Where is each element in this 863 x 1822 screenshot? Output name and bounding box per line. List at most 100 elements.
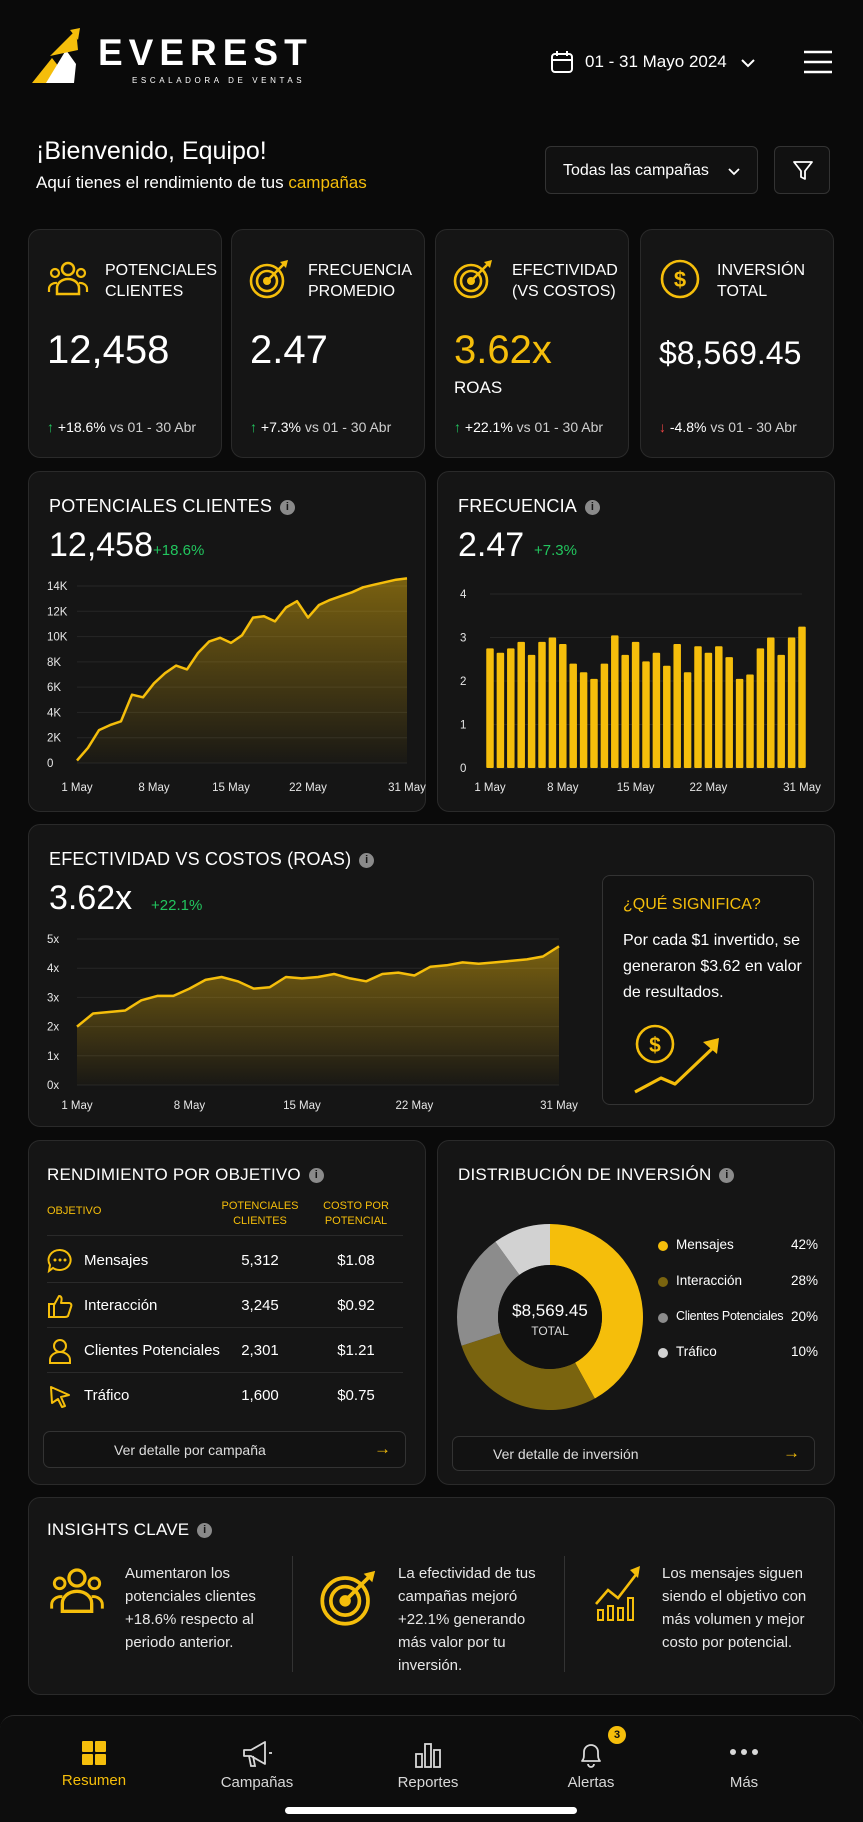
- chart-title: DISTRIBUCIÓN DE INVERSIÓN i: [458, 1165, 735, 1185]
- kpi-label: INVERSIÓN TOTAL: [717, 262, 806, 300]
- info-icon[interactable]: i: [719, 1168, 735, 1184]
- nav-item-mas[interactable]: Más: [658, 1740, 830, 1791]
- table-title-text: RENDIMIENTO POR OBJETIVO: [47, 1165, 301, 1184]
- menu-icon[interactable]: [803, 50, 833, 74]
- info-icon[interactable]: i: [359, 852, 375, 868]
- kpi-card-frequency[interactable]: FRECUENCIA PROMEDIO 2.47 ↑ +7.3% vs 01 -…: [231, 229, 425, 458]
- donut-hole: [498, 1265, 602, 1369]
- info-icon[interactable]: i: [280, 499, 296, 515]
- donut-center-value: $8,569.45: [512, 1301, 588, 1320]
- y-tick-label: 6K: [47, 682, 61, 694]
- leads-chart-card: POTENCIALES CLIENTES i 12,458 +18.6% 0 2K 4…: [28, 471, 426, 812]
- kpi-compare-period: vs 01 - 30 Abr: [109, 419, 197, 435]
- filter-icon: [793, 161, 813, 180]
- frequency-bar: [683, 672, 692, 768]
- frequency-bar: [600, 663, 609, 768]
- kpi-value: $8,569.45: [659, 335, 802, 371]
- target-icon: [320, 1570, 376, 1626]
- bottom-nav: [0, 1715, 863, 1822]
- investment-donut-chart: [457, 1224, 643, 1410]
- kpi-label: EFECTIVIDAD (VS COSTOS): [512, 262, 618, 300]
- legend-label: Tráfico: [676, 1344, 717, 1359]
- y-tick-label: 0: [47, 758, 53, 770]
- investment-detail-link[interactable]: Ver detalle de inversión →: [452, 1436, 815, 1471]
- frequency-bar: [652, 652, 661, 768]
- chart-value: 3.62x: [49, 879, 133, 917]
- kpi-card-investment[interactable]: $ INVERSIÓN TOTAL $8,569.45 ↓ -4.8% vs 0…: [640, 229, 834, 458]
- kpi-card-roas[interactable]: EFECTIVIDAD (VS COSTOS) 3.62x ROAS ↑ +22…: [435, 229, 629, 458]
- frequency-bar: [569, 663, 577, 768]
- frequency-bar: [507, 648, 515, 768]
- x-tick-label: 8 May: [138, 782, 170, 794]
- nav-label: Resumen: [61, 1772, 127, 1789]
- y-tick-label: 12K: [47, 606, 68, 618]
- kpi-value: 12,458: [47, 328, 170, 372]
- campaign-detail-link[interactable]: Ver detalle por campaña →: [43, 1431, 406, 1468]
- x-tick-label: 1 May: [61, 782, 93, 794]
- nav-item-resumen[interactable]: Resumen: [8, 1740, 180, 1789]
- y-tick-label: 1: [460, 720, 466, 732]
- frequency-bar: [746, 674, 754, 768]
- legend-percent: 10%: [790, 1344, 818, 1359]
- x-tick-label: 31 May: [540, 1100, 578, 1112]
- insights-title: INSIGHTS CLAVE i: [47, 1520, 213, 1540]
- frequency-bar: [673, 644, 681, 768]
- objective-name: Interacción: [84, 1297, 158, 1314]
- date-range-picker[interactable]: 01 - 31 Mayo 2024: [550, 48, 760, 78]
- frequency-bar: [756, 648, 765, 768]
- message-icon: [47, 1248, 72, 1274]
- chart-value: 2.47: [458, 526, 525, 564]
- y-tick-label: 1x: [47, 1051, 59, 1063]
- table-row[interactable]: Clientes Potenciales 2,301 $1.21: [47, 1328, 403, 1373]
- table-header-divider: [47, 1235, 403, 1236]
- megaphone-icon: [243, 1741, 272, 1767]
- legend-label: Interacción: [676, 1273, 743, 1288]
- info-icon[interactable]: i: [197, 1523, 213, 1539]
- kpi-label: FRECUENCIA PROMEDIO: [308, 262, 412, 300]
- money-growth-icon: $: [634, 1024, 719, 1094]
- table-row[interactable]: Tráfico 1,600 $0.75: [47, 1373, 403, 1418]
- campaign-select[interactable]: Todas las campañas: [545, 146, 758, 194]
- y-tick-label: 2: [460, 676, 466, 688]
- frequency-bar: [704, 652, 713, 768]
- frequency-bar: [527, 654, 536, 768]
- calendar-icon: [551, 51, 573, 73]
- kpi-card-leads[interactable]: POTENCIALES CLIENTES 12,458 ↑ +18.6% vs …: [28, 229, 222, 458]
- nav-item-reportes[interactable]: Reportes: [342, 1740, 514, 1791]
- arrow-up-icon: ↑: [47, 419, 54, 435]
- thumbs-up-icon: [48, 1295, 73, 1318]
- filter-button[interactable]: [774, 146, 830, 194]
- frequency-bar: [798, 626, 806, 768]
- leads-area-chart: 0 2K 4K 6K 8K 10K 12K 14K 1 May 8 May 15 May 22 May…: [47, 577, 426, 794]
- objective-cost: $0.92: [337, 1297, 375, 1314]
- roas-explanation-box: ¿QUÉ SIGNIFICA? Por cada $1 invertido, s…: [602, 875, 814, 1105]
- kpi-sub-label: ROAS: [454, 378, 503, 397]
- brand-logo[interactable]: EVEREST ESCALADORA DE VENTAS: [30, 28, 330, 88]
- kpi-delta: +18.6%: [57, 419, 106, 435]
- frequency-bar: [590, 678, 598, 768]
- frequency-bar: [642, 661, 650, 768]
- objective-cost: $1.21: [337, 1342, 375, 1359]
- roas-explanation-text: Por cada $1 invertido, se generaron $3.6…: [623, 932, 802, 1001]
- campaign-select-value: Todas las campañas: [563, 162, 709, 179]
- donut-slice: [495, 1224, 550, 1275]
- nav-item-campanas[interactable]: Campañas: [171, 1740, 343, 1791]
- svg-text:$: $: [649, 1034, 661, 1057]
- info-icon[interactable]: i: [585, 499, 601, 515]
- kpi-comparison: ↑ +18.6% vs 01 - 30 Abr: [47, 419, 196, 435]
- chart-delta: +18.6%: [153, 542, 205, 559]
- frequency-bar: [517, 641, 525, 768]
- y-tick-label: 14K: [47, 581, 68, 593]
- frequency-bar: [777, 654, 785, 768]
- table-row[interactable]: Interacción 3,245 $0.92: [47, 1283, 403, 1328]
- chart-title: EFECTIVIDAD VS COSTOS (ROAS) i: [49, 849, 375, 870]
- table-row[interactable]: Mensajes 5,312 $1.08: [47, 1238, 403, 1283]
- nav-item-alertas[interactable]: Alertas 3: [505, 1726, 677, 1791]
- frequency-bar: [787, 637, 796, 768]
- frequency-chart-card: FRECUENCIA i 2.47 +7.3% 0 1 2 3 4 1 May 8 May 15…: [437, 471, 835, 812]
- x-tick-label: 31 May: [783, 782, 821, 794]
- info-icon[interactable]: i: [308, 1168, 324, 1184]
- frequency-bar: [559, 644, 567, 768]
- frequency-bar: [611, 635, 619, 768]
- alert-badge: 3: [608, 1726, 626, 1744]
